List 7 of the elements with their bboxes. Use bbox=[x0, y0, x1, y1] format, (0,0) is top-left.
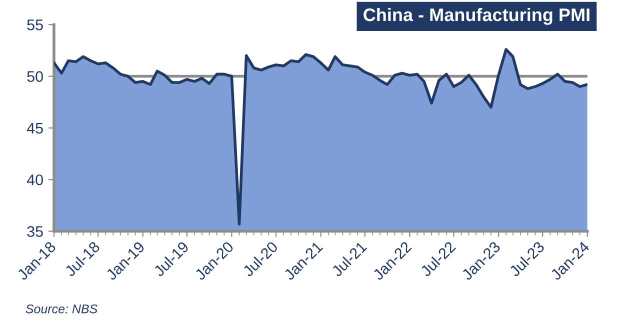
y-tick-label: 50 bbox=[27, 71, 43, 82]
y-tick-label: 35 bbox=[27, 226, 43, 237]
y-tick-label: 45 bbox=[26, 122, 43, 134]
source-note: Source: NBS bbox=[26, 304, 98, 314]
y-tick-label: 55 bbox=[27, 20, 43, 30]
chart-title: China - Manufacturing PMI bbox=[364, 8, 590, 25]
y-tick-label: 40 bbox=[26, 174, 43, 186]
